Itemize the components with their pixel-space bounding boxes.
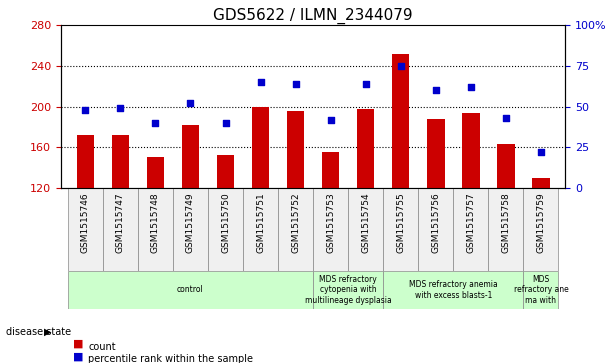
Bar bbox=[392, 54, 410, 310]
Point bbox=[185, 101, 195, 106]
FancyBboxPatch shape bbox=[313, 188, 348, 272]
Point bbox=[151, 120, 161, 126]
FancyBboxPatch shape bbox=[383, 188, 418, 272]
FancyBboxPatch shape bbox=[454, 188, 488, 272]
Bar bbox=[182, 125, 199, 310]
Text: percentile rank within the sample: percentile rank within the sample bbox=[88, 354, 253, 363]
Bar bbox=[532, 178, 550, 310]
Point bbox=[501, 115, 511, 121]
Text: GSM1515752: GSM1515752 bbox=[291, 192, 300, 253]
Text: GSM1515758: GSM1515758 bbox=[502, 192, 510, 253]
Text: ■: ■ bbox=[73, 351, 83, 362]
Point bbox=[396, 63, 406, 69]
Text: GSM1515759: GSM1515759 bbox=[536, 192, 545, 253]
Bar bbox=[216, 155, 234, 310]
Text: ■: ■ bbox=[73, 339, 83, 349]
Point bbox=[326, 117, 336, 123]
Bar bbox=[427, 119, 444, 310]
FancyBboxPatch shape bbox=[278, 188, 313, 272]
Text: GSM1515756: GSM1515756 bbox=[431, 192, 440, 253]
Point bbox=[536, 149, 546, 155]
Text: disease state: disease state bbox=[6, 327, 71, 337]
Text: GSM1515754: GSM1515754 bbox=[361, 192, 370, 253]
Bar bbox=[322, 152, 339, 310]
Text: MDS
refractory ane
ma with: MDS refractory ane ma with bbox=[514, 275, 568, 305]
Point bbox=[221, 120, 230, 126]
FancyBboxPatch shape bbox=[383, 272, 523, 309]
Bar bbox=[112, 135, 129, 310]
Bar bbox=[77, 135, 94, 310]
Text: MDS refractory anemia
with excess blasts-1: MDS refractory anemia with excess blasts… bbox=[409, 280, 498, 300]
Bar bbox=[147, 158, 164, 310]
Text: count: count bbox=[88, 342, 116, 352]
FancyBboxPatch shape bbox=[138, 188, 173, 272]
Text: ▶: ▶ bbox=[44, 327, 51, 337]
Bar bbox=[357, 109, 375, 310]
Title: GDS5622 / ILMN_2344079: GDS5622 / ILMN_2344079 bbox=[213, 8, 413, 24]
Text: MDS refractory
cytopenia with
multilineage dysplasia: MDS refractory cytopenia with multilinea… bbox=[305, 275, 392, 305]
FancyBboxPatch shape bbox=[173, 188, 208, 272]
FancyBboxPatch shape bbox=[208, 188, 243, 272]
FancyBboxPatch shape bbox=[313, 272, 383, 309]
FancyBboxPatch shape bbox=[523, 272, 558, 309]
FancyBboxPatch shape bbox=[243, 188, 278, 272]
Point bbox=[256, 79, 266, 85]
FancyBboxPatch shape bbox=[418, 188, 454, 272]
Text: GSM1515755: GSM1515755 bbox=[396, 192, 405, 253]
Text: GSM1515748: GSM1515748 bbox=[151, 192, 160, 253]
Bar bbox=[497, 144, 514, 310]
FancyBboxPatch shape bbox=[68, 272, 313, 309]
Bar bbox=[462, 113, 480, 310]
Bar bbox=[252, 107, 269, 310]
Text: GSM1515751: GSM1515751 bbox=[256, 192, 265, 253]
Point bbox=[291, 81, 300, 87]
Text: GSM1515753: GSM1515753 bbox=[326, 192, 335, 253]
Point bbox=[431, 87, 441, 93]
Text: GSM1515747: GSM1515747 bbox=[116, 192, 125, 253]
Text: GSM1515749: GSM1515749 bbox=[186, 192, 195, 253]
FancyBboxPatch shape bbox=[68, 188, 103, 272]
FancyBboxPatch shape bbox=[488, 188, 523, 272]
Text: GSM1515746: GSM1515746 bbox=[81, 192, 90, 253]
Point bbox=[80, 107, 90, 113]
Bar bbox=[287, 111, 305, 310]
Text: GSM1515757: GSM1515757 bbox=[466, 192, 475, 253]
FancyBboxPatch shape bbox=[103, 188, 138, 272]
FancyBboxPatch shape bbox=[523, 188, 558, 272]
Text: GSM1515750: GSM1515750 bbox=[221, 192, 230, 253]
Point bbox=[361, 81, 370, 87]
FancyBboxPatch shape bbox=[348, 188, 383, 272]
Text: control: control bbox=[177, 285, 204, 294]
Point bbox=[116, 105, 125, 111]
Point bbox=[466, 84, 475, 90]
